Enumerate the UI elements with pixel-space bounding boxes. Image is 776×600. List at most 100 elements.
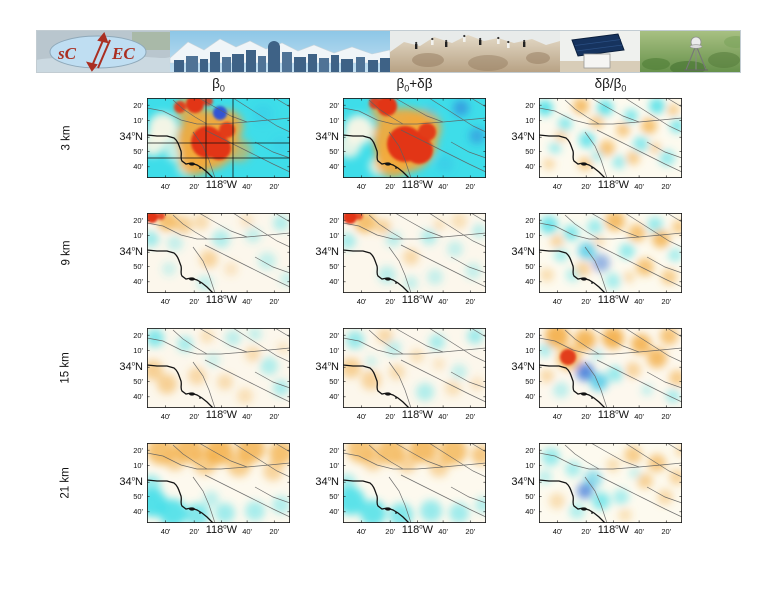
- x-tick-label: 40': [634, 527, 644, 536]
- y-tick-label: 34oN: [315, 245, 339, 258]
- y-tick-label: 40': [329, 162, 339, 172]
- solar-panel-icon: [571, 33, 625, 57]
- x-tick-label: 40': [160, 297, 171, 306]
- x-tick-label: 40': [438, 527, 448, 536]
- fault-lines: [147, 328, 290, 408]
- x-tick-label: 20': [189, 297, 200, 306]
- y-tick-label: 10': [133, 460, 143, 470]
- y-tick-label: 10': [329, 460, 339, 470]
- fault-lines: [343, 443, 486, 523]
- x-tick-label: 20': [269, 527, 280, 536]
- x-tick-label: 20': [465, 412, 476, 421]
- map-frame: [147, 98, 290, 178]
- row-depth-text: 21 km: [60, 467, 73, 499]
- x-tick-label: 40': [160, 182, 171, 191]
- map-frame: [539, 443, 682, 523]
- x-tick-label: 118oW: [597, 179, 630, 191]
- x-tick-label: 20': [269, 412, 280, 421]
- map-frame: [539, 213, 682, 293]
- scec-logo: sC EC: [36, 30, 170, 73]
- y-tick-label: 50': [525, 262, 535, 272]
- fault-lines: [147, 443, 290, 523]
- x-tick-label: 20': [661, 412, 672, 421]
- x-tick-label: 40': [552, 182, 563, 191]
- y-tick-label: 40': [525, 507, 535, 517]
- x-tick-label: 40': [438, 182, 448, 191]
- photo-solar-station: [560, 30, 640, 73]
- x-tick-label: 20': [581, 182, 592, 191]
- x-tick-label: 20': [465, 297, 476, 306]
- photo-antenna-hill: [640, 30, 741, 73]
- y-tick-label: 50': [329, 377, 339, 387]
- map-canvas: [343, 328, 486, 408]
- column-header-dbeta-over-beta0: δβ/β0: [539, 76, 682, 94]
- x-tick-label: 20': [269, 182, 280, 191]
- x-tick-label: 20': [581, 297, 592, 306]
- y-tick-label: 34oN: [119, 130, 143, 143]
- fault-lines: [147, 213, 290, 293]
- map-frame: [539, 98, 682, 178]
- y-tick-label: 20': [329, 215, 339, 225]
- y-tick-label: 50': [329, 147, 339, 157]
- x-tick-label: 118oW: [401, 524, 434, 536]
- row-depth-text: 9 km: [59, 240, 72, 266]
- y-tick-label: 34oN: [315, 130, 339, 143]
- x-tick-label: 40': [438, 297, 448, 306]
- x-tick-label: 118oW: [205, 294, 238, 306]
- map-panel-r4c1: [147, 443, 290, 523]
- x-tick-label: 20': [385, 297, 396, 306]
- y-tick-label: 10': [525, 230, 535, 240]
- column-header-text: β: [212, 76, 220, 91]
- y-tick-label: 50': [133, 262, 143, 272]
- map-frame: [147, 213, 290, 293]
- y-tick-label: 34oN: [511, 130, 535, 143]
- y-tick-label: 40': [329, 392, 339, 402]
- y-tick-label: 20': [133, 330, 143, 340]
- x-tick-label: 118oW: [401, 179, 434, 191]
- map-frame: [343, 328, 486, 408]
- map-panel-r2c2: [343, 213, 486, 293]
- x-tick-label: 40': [634, 412, 644, 421]
- map-frame: [343, 98, 486, 178]
- map-canvas: [539, 213, 682, 293]
- column-header-beta0-plus-dbeta: β0+δβ: [343, 76, 486, 94]
- row-depth-text: 15 km: [60, 352, 73, 384]
- map-canvas: [539, 443, 682, 523]
- y-tick-label: 20': [133, 100, 143, 110]
- x-tick-label: 40': [242, 297, 252, 306]
- y-tick-label: 40': [133, 392, 143, 402]
- y-tick-label: 10': [133, 345, 143, 355]
- map-canvas: [343, 443, 486, 523]
- y-tick-label: 10': [329, 345, 339, 355]
- column-header-text: δβ/β: [594, 76, 622, 91]
- map-canvas: [147, 443, 290, 523]
- map-panel-r2c1: [147, 213, 290, 293]
- y-tick-label: 20': [329, 445, 339, 455]
- x-tick-label: 40': [356, 527, 367, 536]
- x-tick-label: 40': [552, 297, 563, 306]
- y-tick-label: 20': [329, 100, 339, 110]
- x-tick-label: 20': [385, 527, 396, 536]
- banner: sC EC: [36, 30, 741, 73]
- map-panel-r4c3: [539, 443, 682, 523]
- y-tick-label: 10': [525, 460, 535, 470]
- row-depth-label: 15 km: [53, 328, 79, 408]
- column-header-text: 0: [404, 83, 410, 94]
- y-tick-label: 50': [329, 262, 339, 272]
- map-frame: [147, 443, 290, 523]
- x-tick-label: 20': [661, 182, 672, 191]
- x-tick-label: 40': [242, 527, 252, 536]
- x-tick-label: 118oW: [205, 179, 238, 191]
- y-tick-label: 10': [329, 115, 339, 125]
- x-tick-label: 118oW: [205, 409, 238, 421]
- fault-lines: [539, 443, 682, 523]
- map-panel-r1c1: [147, 98, 290, 178]
- column-header-text: +δβ: [409, 76, 433, 91]
- y-tick-label: 34oN: [511, 245, 535, 258]
- map-canvas: [147, 328, 290, 408]
- y-tick-label: 10': [133, 230, 143, 240]
- y-tick-label: 20': [525, 445, 535, 455]
- x-tick-label: 20': [269, 297, 280, 306]
- y-tick-label: 34oN: [119, 360, 143, 373]
- row-depth-label: 3 km: [53, 98, 79, 178]
